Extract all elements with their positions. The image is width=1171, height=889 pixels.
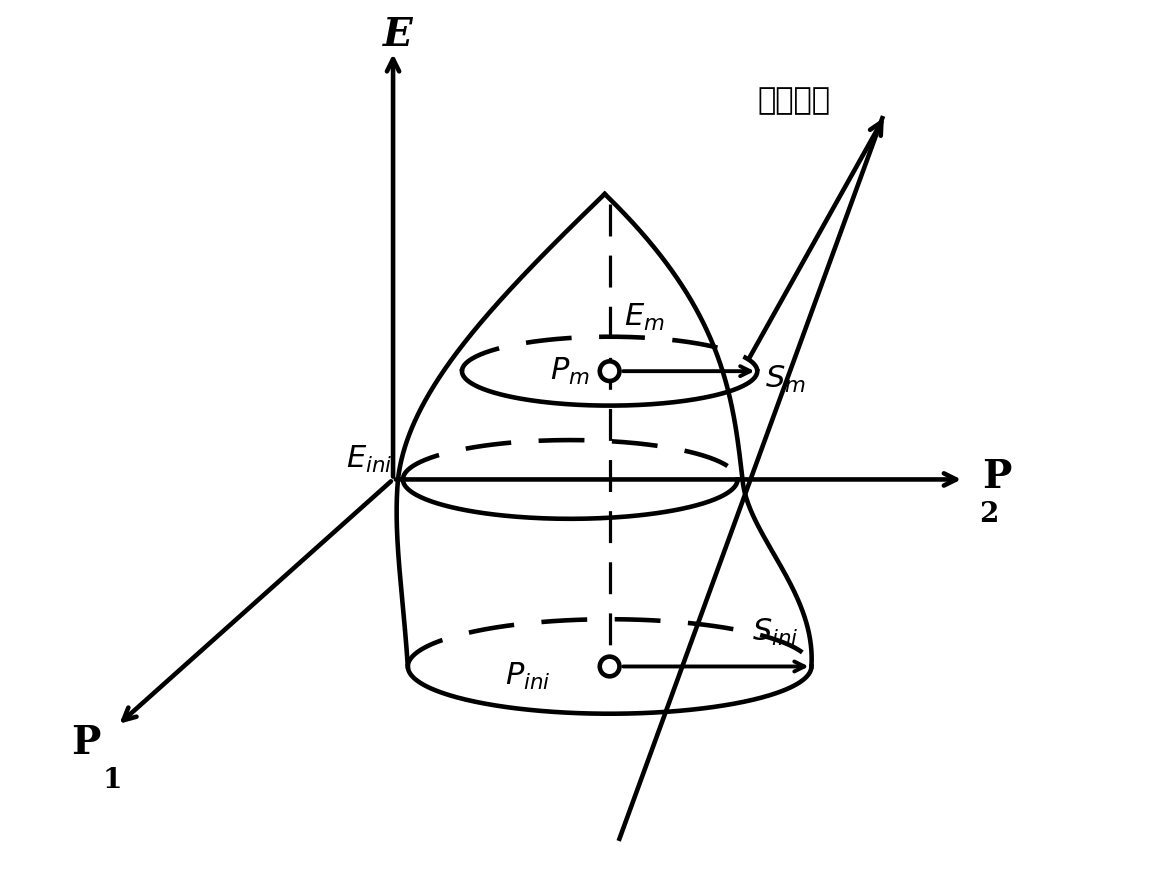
Text: $P_m$: $P_m$ (550, 356, 590, 387)
Text: 1: 1 (103, 767, 122, 794)
Text: 扰动方向: 扰动方向 (758, 86, 830, 115)
Circle shape (600, 657, 619, 677)
Text: 2: 2 (979, 501, 998, 528)
Text: P: P (981, 459, 1011, 496)
Text: $S_{ini}$: $S_{ini}$ (752, 616, 799, 647)
Text: P: P (71, 725, 101, 762)
Text: $E_m$: $E_m$ (624, 301, 665, 332)
Circle shape (600, 361, 619, 381)
Text: E: E (383, 15, 413, 53)
Text: $S_m$: $S_m$ (765, 364, 806, 395)
Text: $E_{ini}$: $E_{ini}$ (347, 444, 393, 476)
Text: $P_{ini}$: $P_{ini}$ (505, 661, 550, 692)
